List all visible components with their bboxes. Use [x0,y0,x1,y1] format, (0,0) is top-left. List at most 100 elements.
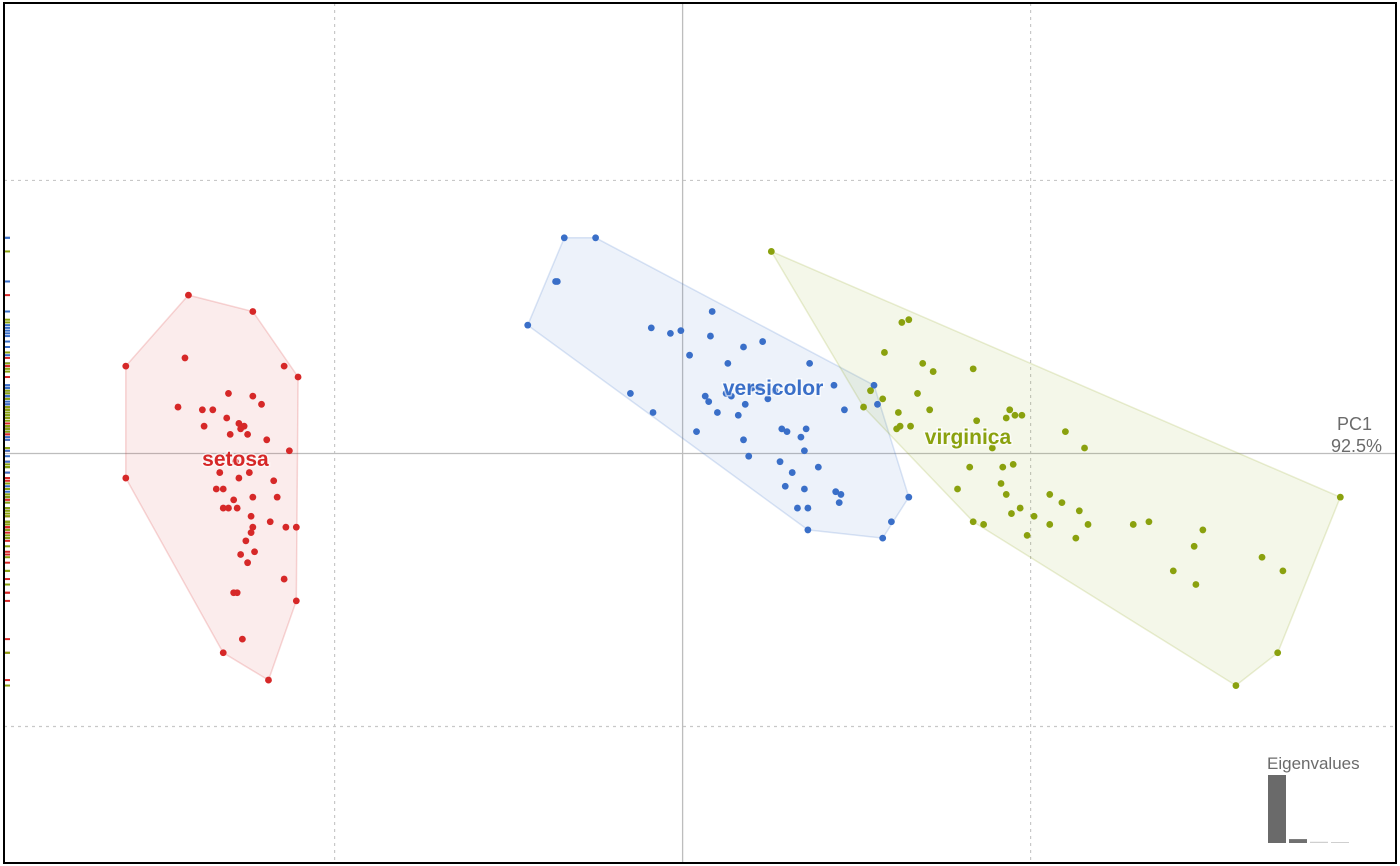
point-setosa [212,485,220,493]
point-versicolor [802,425,810,433]
group-label-versicolor: versicolor [723,377,823,400]
point-versicolor [835,499,843,507]
point-virginica [1129,521,1137,528]
point-virginica [1002,491,1010,498]
point-setosa [265,676,272,684]
hull-setosa [125,294,299,682]
point-setosa [249,392,257,400]
point-setosa [232,458,239,466]
point-versicolor [764,395,772,403]
point-virginica [1006,406,1014,414]
point-setosa [247,529,255,537]
point-setosa [219,649,227,657]
point-versicolor [740,343,747,351]
point-versicolor [759,338,767,345]
eigenvalue-bar [1310,841,1328,843]
point-versicolor [707,332,714,340]
point-setosa [249,523,257,531]
hull-versicolor [526,237,910,539]
point-versicolor [776,458,784,466]
point-virginica [1279,567,1287,575]
point-setosa [280,362,288,370]
point-setosa [198,406,206,414]
point-setosa [233,504,241,512]
eigenvalue-bar [1268,775,1286,843]
point-setosa [244,559,252,567]
eigenvalue-inset: Eigenvalues [1267,754,1360,843]
point-setosa [249,308,257,315]
point-versicolor [905,493,913,501]
point-setosa [230,496,238,504]
point-setosa [280,575,288,583]
point-setosa [251,548,258,556]
point-virginica [1084,521,1092,528]
point-virginica [1030,512,1038,520]
point-virginica [1232,682,1240,689]
point-setosa [216,469,224,476]
point-versicolor [771,387,779,395]
point-virginica [1023,531,1031,539]
point-versicolor [701,392,709,400]
point-setosa [285,447,293,455]
point-virginica [1075,507,1083,515]
point-versicolor [879,534,887,542]
point-setosa [219,504,227,512]
point-versicolor [524,321,532,329]
point-virginica [966,463,974,471]
point-setosa [258,400,265,408]
point-versicolor [870,381,878,389]
point-virginica [1062,428,1069,436]
point-versicolor [560,234,568,242]
point-virginica [914,390,921,397]
point-versicolor [734,411,742,419]
point-setosa [244,430,252,438]
point-versicolor [804,504,812,512]
point-virginica [997,480,1005,487]
point-virginica [1258,553,1266,561]
point-setosa [245,469,253,476]
point-virginica [926,406,934,414]
point-virginica [894,409,902,416]
point-virginica [969,365,977,373]
point-virginica [1190,542,1198,550]
group-label-virginica: virginica [925,426,1012,449]
point-virginica [907,422,914,430]
point-setosa [225,390,232,397]
point-versicolor [804,526,812,534]
point-setosa [273,493,281,501]
point-virginica [1274,649,1282,657]
point-virginica [1192,581,1200,588]
group-labels: setosa versicolor virginica [201,375,1013,472]
point-virginica [879,395,887,403]
point-versicolor [727,392,735,400]
point-versicolor [705,398,713,406]
point-versicolor [841,406,848,414]
point-versicolor [667,329,674,337]
point-virginica [1009,460,1017,468]
point-versicolor [874,400,881,408]
point-versicolor [830,381,838,389]
point-virginica [980,521,988,528]
point-setosa [223,414,231,422]
point-setosa [263,436,271,444]
point-versicolor [788,469,796,476]
point-virginica [867,387,874,395]
point-versicolor [724,359,732,367]
point-virginica [1016,504,1024,512]
point-virginica [929,368,937,375]
panel-border [3,2,1397,864]
point-virginica [881,349,888,356]
point-virginica [1081,444,1088,452]
point-versicolor [797,433,805,441]
point-versicolor [677,327,685,335]
point-setosa [235,474,243,482]
point-setosa [185,291,192,299]
data-points [122,234,1344,689]
point-versicolor [814,463,822,471]
point-versicolor [714,409,721,416]
point-virginica [973,417,981,425]
point-virginica [860,403,867,411]
point-setosa [230,589,238,597]
point-versicolor [794,504,801,512]
point-versicolor [755,384,763,392]
